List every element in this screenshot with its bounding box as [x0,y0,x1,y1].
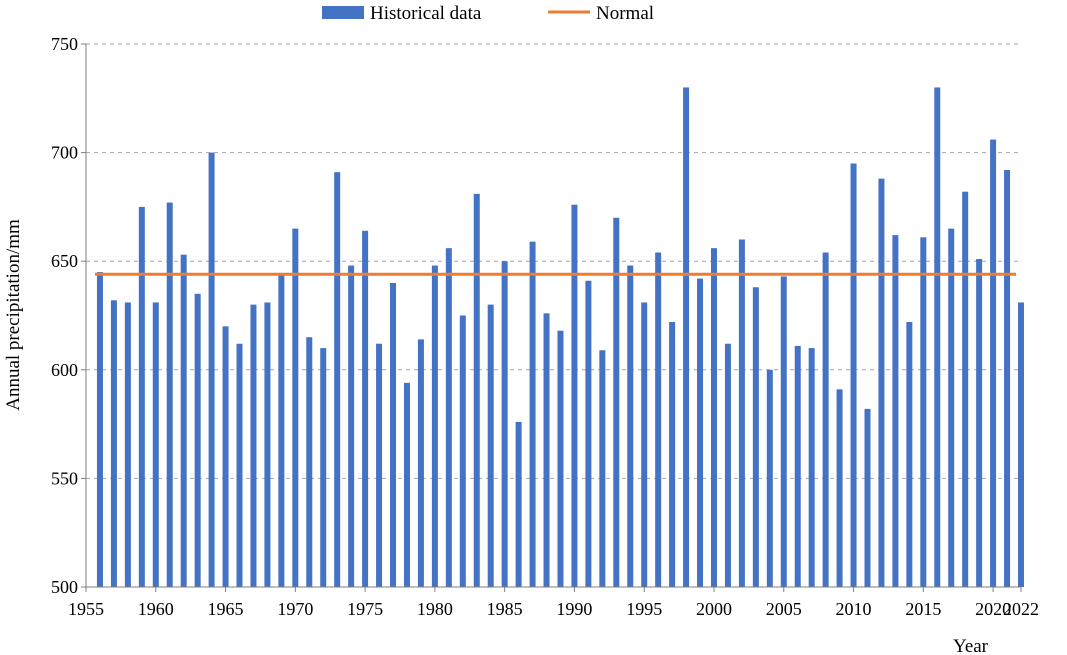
x-tick-label: 1995 [626,599,662,619]
bar-1968 [264,302,271,587]
legend: Historical data Normal [322,3,654,24]
bar-2014 [906,322,913,587]
legend-label-historical: Historical data [370,3,482,24]
y-tick-label: 750 [51,34,78,54]
bar-2002 [738,239,745,588]
bar-2018 [962,191,969,588]
bar-1993 [613,217,620,587]
bar-2004 [766,369,773,587]
x-axis-title: Year [953,636,989,655]
bar-1998 [683,87,690,587]
bar-2010 [850,163,857,587]
bar-1982 [459,315,466,587]
x-tick-label: 1985 [487,599,523,619]
bar-1959 [138,206,145,587]
bar-1972 [320,348,327,587]
y-tick-label: 700 [51,143,78,163]
bar-1976 [376,343,383,587]
x-tick-label: 1975 [347,599,383,619]
bar-1988 [543,313,550,587]
x-tick-labels: 1955 1960 1965 1970 1975 1980 1985 1990 1995 2000… [68,599,1039,619]
bar-1985 [501,261,508,587]
bar-1977 [390,282,397,587]
bar-1994 [627,265,634,587]
x-tick-label: 1965 [208,599,244,619]
bar-1973 [334,172,341,587]
bar-2006 [794,345,801,587]
bar-2001 [724,343,731,587]
bar-2022 [1018,302,1024,587]
y-tick-label: 500 [51,577,78,597]
bar-1974 [348,265,355,587]
x-tick-label: 1990 [556,599,592,619]
x-tick-label: 2000 [696,599,732,619]
bar-1984 [487,304,494,587]
x-tick-label: 2022 [1003,599,1039,619]
legend-label-normal: Normal [596,3,654,24]
x-tick-label: 1970 [277,599,313,619]
bar-1991 [585,280,592,587]
bar-1996 [655,252,662,587]
bar-2008 [822,252,829,587]
bar-2005 [780,276,787,587]
bar-1995 [641,302,648,587]
bar-1969 [278,274,285,587]
bars [96,87,1024,588]
bar-1956 [96,272,103,587]
bar-2003 [752,287,759,587]
legend-swatch-historical [322,6,364,19]
x-tick-label: 2020 [975,599,1011,619]
y-tick-label: 650 [51,251,78,271]
bar-2011 [864,408,871,587]
y-tick-labels: 500 550 600 650 700 750 [51,34,78,597]
bar-1997 [669,322,676,587]
bar-1966 [236,343,243,587]
bar-1979 [417,339,424,587]
bar-2021 [1004,169,1011,587]
bar-1961 [166,202,173,587]
bar-1990 [571,204,578,587]
bar-2015 [920,237,927,588]
bar-1971 [306,337,313,587]
bar-2007 [808,348,815,587]
bar-1957 [110,300,117,587]
bar-1975 [362,230,369,588]
bar-1987 [529,241,536,588]
bar-2016 [934,87,941,587]
bar-1980 [431,265,438,587]
x-tick-label: 2010 [836,599,872,619]
bar-1970 [292,228,299,587]
y-tick-label: 600 [51,360,78,380]
bar-1986 [515,421,522,587]
x-tick-label: 1980 [417,599,453,619]
bar-2009 [836,389,843,587]
bar-2020 [990,139,997,587]
x-tick-label: 2005 [766,599,802,619]
bar-1999 [697,278,704,587]
bar-1960 [152,302,159,587]
x-tick-label: 2015 [905,599,941,619]
bar-2017 [948,228,955,587]
bar-1965 [222,326,229,587]
bar-1963 [194,293,201,587]
bar-2000 [710,248,717,587]
axes [81,43,1022,592]
bar-2019 [976,259,983,587]
bar-1983 [473,193,480,588]
x-tick-label: 1955 [68,599,104,619]
bar-1989 [557,330,564,587]
bar-1992 [599,350,606,587]
bar-1978 [403,382,410,587]
bar-2012 [878,178,885,587]
bar-1981 [445,248,452,587]
bar-2013 [892,235,899,588]
bar-1964 [208,152,215,587]
bar-1962 [180,254,187,587]
x-tick-label: 1960 [138,599,174,619]
bar-1958 [124,302,131,587]
bar-1967 [250,304,257,587]
y-axis-title: Annual precipitation/mm [3,219,24,411]
y-tick-label: 550 [51,468,78,488]
